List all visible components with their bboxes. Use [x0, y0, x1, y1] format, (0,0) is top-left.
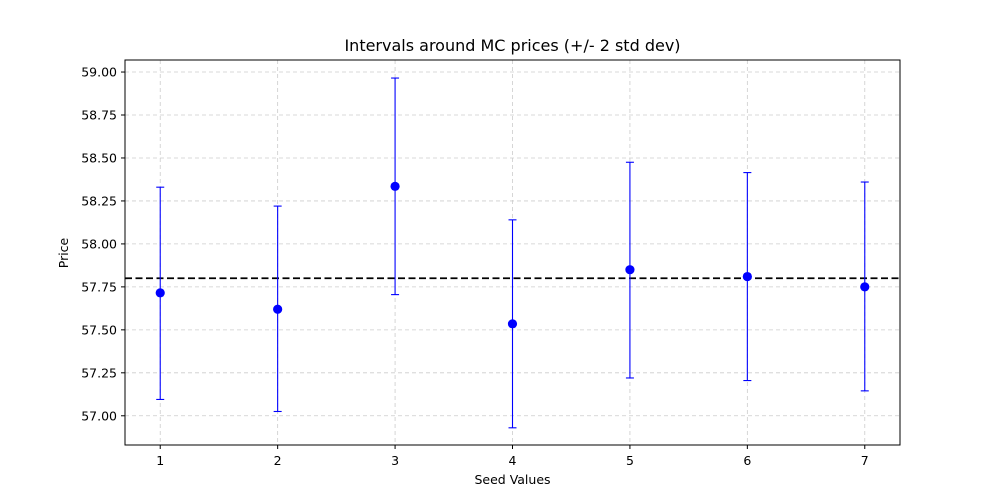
data-point [155, 288, 165, 298]
y-tick-label: 58.75 [81, 108, 117, 123]
x-tick-label: 7 [861, 453, 869, 468]
x-axis-label: Seed Values [474, 472, 550, 487]
x-axis-ticks: 1 2 3 4 5 6 7 [156, 445, 869, 468]
y-tick-label: 58.50 [81, 150, 117, 165]
y-tick-label: 59.00 [81, 65, 117, 80]
data-point [507, 319, 518, 329]
x-tick-label: 6 [743, 453, 751, 468]
y-tick-label: 58.25 [81, 193, 117, 208]
y-axis-ticks: 57.00 57.25 57.50 57.75 58.00 58.25 58.50 58.75… [81, 65, 125, 423]
x-tick-label: 3 [391, 453, 399, 468]
data-point [625, 265, 635, 275]
y-axis-label: Price [56, 237, 71, 268]
data-point [742, 271, 752, 282]
chart-title: Intervals around MC prices (+/- 2 std de… [344, 36, 680, 55]
y-tick-label: 57.25 [81, 365, 117, 380]
y-tick-label: 57.50 [81, 322, 117, 337]
data-point [860, 282, 870, 292]
x-tick-label: 2 [274, 453, 282, 468]
x-tick-label: 5 [626, 453, 634, 468]
data-points [155, 181, 870, 329]
y-tick-label: 57.00 [81, 408, 117, 423]
y-tick-label: 58.00 [81, 236, 117, 251]
data-point [273, 304, 283, 314]
data-point [390, 181, 400, 191]
x-tick-label: 4 [509, 453, 517, 468]
y-tick-label: 57.75 [81, 279, 117, 294]
x-tick-label: 1 [156, 453, 164, 468]
